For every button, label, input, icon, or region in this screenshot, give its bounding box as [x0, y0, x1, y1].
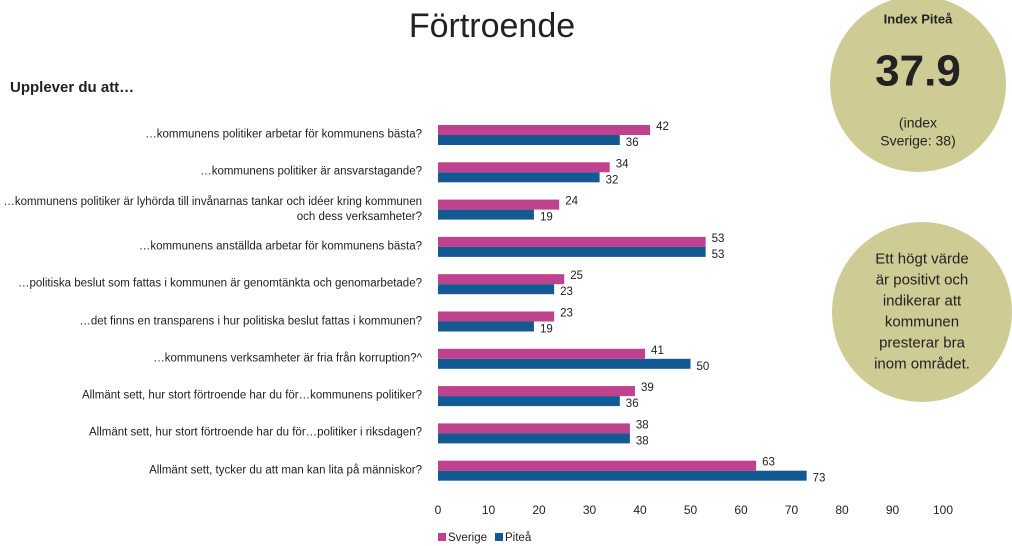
category-label: Allmänt sett, hur stort förtroende har d…: [81, 389, 422, 402]
value-label: 50: [697, 361, 710, 373]
bar: [438, 162, 610, 173]
bar: [438, 135, 620, 145]
category-label: …kommunens politiker arbetar för kommune…: [145, 128, 422, 141]
value-label: 38: [636, 435, 649, 447]
x-tick-label: 100: [933, 503, 953, 517]
bar: [438, 311, 555, 322]
info-text: presterar bra: [879, 334, 966, 351]
bar: [438, 172, 600, 183]
x-tick-label: 50: [684, 503, 698, 517]
value-label: 32: [606, 174, 619, 186]
index-value: 37.9: [875, 47, 961, 96]
legend-label: Sverige: [448, 532, 487, 544]
bar: [438, 209, 534, 220]
bar: [438, 386, 635, 397]
bar: [438, 348, 646, 359]
bar: [438, 433, 630, 444]
x-tick-label: 60: [734, 503, 748, 517]
bar: [438, 199, 560, 210]
x-tick-label: 30: [583, 503, 597, 517]
bar: [438, 460, 757, 471]
index-note: (index: [899, 115, 937, 131]
x-tick-label: 90: [886, 503, 900, 517]
category-label: …kommunens anställda arbetar för kommune…: [138, 240, 422, 253]
bar: [438, 284, 555, 295]
bar: [438, 125, 651, 135]
info-circle: [832, 222, 1012, 402]
info-text: inom området.: [874, 355, 970, 372]
value-label: 23: [560, 308, 573, 320]
category-label: Allmänt sett, hur stort förtroende har d…: [88, 426, 422, 439]
value-label: 36: [626, 137, 639, 149]
category-label: …politiska beslut som fattas i kommunen …: [18, 277, 422, 290]
x-tick-label: 20: [532, 503, 546, 517]
bar: [438, 358, 691, 369]
x-tick-label: 40: [633, 503, 647, 517]
x-tick-label: 80: [835, 503, 849, 517]
chart-subtitle: Upplever du att…: [10, 79, 134, 96]
x-tick-label: 70: [785, 503, 799, 517]
bar: [438, 423, 630, 434]
legend-swatch: [495, 533, 503, 541]
bar: [438, 396, 620, 407]
value-label: 36: [626, 398, 639, 410]
value-label: 53: [712, 249, 725, 261]
category-label: …det finns en transparens i hur politisk…: [79, 315, 422, 327]
category-label: …kommunens politiker är ansvarstagande?: [200, 165, 422, 178]
value-label: 23: [560, 286, 573, 298]
bar: [438, 236, 706, 247]
value-label: 19: [540, 324, 553, 336]
info-text: kommunen: [885, 313, 959, 330]
info-text: är positivt och: [876, 271, 969, 288]
value-label: 42: [656, 121, 669, 133]
bar: [438, 274, 565, 285]
info-text: indikerar att: [883, 292, 962, 309]
index-title: Index Piteå: [884, 11, 953, 26]
value-label: 53: [712, 233, 725, 245]
index-circle: [830, 0, 1006, 172]
category-label: …kommunens politiker är lyhörda till inv…: [3, 195, 422, 223]
legend-swatch: [438, 533, 446, 541]
value-label: 41: [651, 345, 664, 357]
index-note: Sverige: 38): [880, 133, 955, 149]
bar: [438, 321, 534, 332]
value-label: 19: [540, 212, 553, 224]
value-label: 63: [762, 457, 775, 469]
bar: [438, 470, 807, 481]
category-label: …kommunens verksamheter är fria från kor…: [153, 352, 422, 365]
bar: [438, 246, 706, 257]
value-label: 34: [616, 158, 629, 170]
value-label: 39: [641, 382, 654, 394]
value-label: 25: [570, 270, 583, 282]
value-label: 73: [813, 473, 826, 485]
x-tick-label: 10: [482, 503, 496, 517]
value-label: 24: [565, 196, 578, 208]
x-tick-label: 0: [435, 503, 442, 517]
value-label: 38: [636, 419, 649, 431]
category-label: Allmänt sett, tycker du att man kan lita…: [149, 464, 422, 477]
chart-title: Förtroende: [409, 7, 575, 45]
info-text: Ett högt värde: [875, 250, 968, 267]
legend-label: Piteå: [505, 532, 532, 544]
